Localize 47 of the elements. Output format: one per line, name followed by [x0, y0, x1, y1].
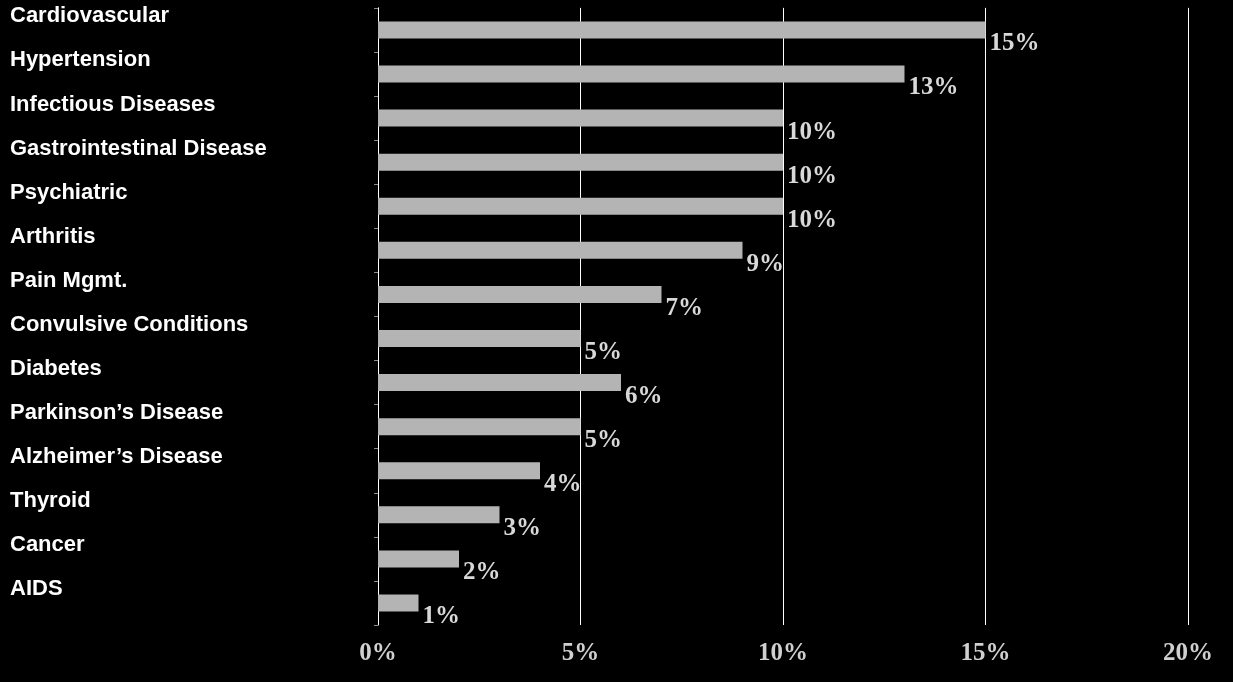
bar: [378, 374, 621, 392]
y-tick-label: Hypertension: [10, 46, 151, 72]
bar: [378, 329, 581, 347]
bar: [378, 418, 581, 436]
data-label: 1%: [422, 601, 460, 629]
x-tick-label: 0%: [359, 638, 397, 665]
bar: [378, 109, 783, 127]
data-label: 10%: [787, 116, 837, 144]
bar: [378, 506, 500, 524]
x-tick-label: 10%: [758, 638, 808, 665]
y-tick-label: Cancer: [10, 531, 86, 557]
data-label: 10%: [787, 160, 837, 188]
bar: [378, 197, 783, 215]
bar: [378, 65, 905, 83]
data-label: 4%: [544, 469, 582, 497]
data-label: 3%: [503, 513, 541, 541]
x-tick-label: 15%: [960, 638, 1011, 665]
y-tick-label: Convulsive Conditions: [10, 310, 249, 336]
y-tick-label: Gastrointestinal Disease: [10, 134, 267, 160]
bar: [378, 241, 743, 259]
data-label: 6%: [625, 381, 663, 409]
data-label: 15%: [989, 28, 1040, 56]
data-label: 9%: [746, 248, 784, 276]
bar: [378, 153, 783, 171]
bar: [378, 462, 540, 480]
y-tick-label: Arthritis: [10, 222, 96, 248]
bar: [378, 285, 662, 303]
y-tick-label: Cardiovascular: [10, 2, 170, 28]
bar: [378, 594, 419, 612]
y-tick-label: Pain Mgmt.: [10, 266, 128, 292]
data-label: 7%: [665, 292, 703, 320]
data-label: 13%: [908, 72, 959, 100]
data-label: 10%: [787, 204, 837, 232]
y-tick-label: Alzheimer’s Disease: [10, 443, 223, 469]
data-label: 5%: [584, 425, 622, 453]
data-label: 2%: [463, 557, 501, 585]
y-tick-label: Psychiatric: [10, 178, 128, 204]
y-tick-label: Infectious Diseases: [10, 90, 216, 116]
x-tick-label: 5%: [561, 638, 600, 665]
bar: [378, 550, 459, 568]
y-tick-label: Parkinson’s Disease: [10, 399, 224, 425]
x-tick-label: 20%: [1163, 638, 1213, 665]
y-tick-label: Diabetes: [10, 355, 102, 381]
data-label: 5%: [584, 336, 622, 364]
bar: [378, 21, 986, 39]
y-tick-label: AIDS: [10, 575, 63, 601]
y-tick-label: Thyroid: [10, 487, 91, 513]
